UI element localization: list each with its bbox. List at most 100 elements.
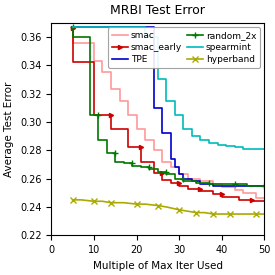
spearmint [233, 146, 236, 149]
smac [152, 139, 155, 142]
Line: smac: smac [73, 28, 264, 199]
smac_early [250, 198, 253, 202]
TPE [199, 183, 202, 186]
hyperband [229, 212, 232, 216]
spearmint [156, 35, 160, 39]
TPE [211, 183, 215, 186]
hyperband [194, 211, 198, 214]
smac_early [152, 160, 155, 163]
spearmint [199, 139, 202, 142]
smac [169, 166, 172, 169]
smac [186, 177, 189, 180]
hyperband [144, 202, 147, 206]
smac [211, 180, 215, 183]
smac_early [109, 113, 113, 117]
random_2x [173, 177, 177, 180]
smac_early [161, 178, 164, 182]
random_2x [139, 164, 142, 167]
hyperband [263, 212, 266, 216]
hyperband [135, 202, 138, 206]
TPE [161, 106, 164, 109]
random_2x [263, 184, 266, 187]
smac [135, 113, 138, 117]
smac [199, 180, 202, 183]
random_2x [173, 173, 177, 176]
spearmint [224, 144, 228, 148]
random_2x [194, 181, 198, 185]
TPE [152, 106, 155, 109]
hyperband [156, 204, 160, 207]
spearmint [224, 143, 228, 146]
spearmint [241, 146, 245, 149]
smac [152, 148, 155, 152]
spearmint [190, 127, 194, 131]
Y-axis label: Average Test Error: Average Test Error [4, 81, 15, 177]
TPE [233, 184, 236, 187]
TPE [173, 157, 177, 160]
TPE [71, 25, 74, 29]
random_2x [246, 184, 249, 187]
spearmint [144, 35, 147, 39]
TPE [161, 132, 164, 135]
Line: random_2x: random_2x [69, 24, 268, 189]
Line: hyperband: hyperband [70, 197, 267, 217]
smac_early [92, 113, 96, 117]
spearmint [233, 144, 236, 148]
smac_early [199, 187, 202, 190]
Title: MRBI Test Error: MRBI Test Error [111, 4, 205, 17]
TPE [233, 184, 236, 187]
TPE [177, 173, 181, 176]
spearmint [165, 78, 168, 81]
smac [118, 99, 121, 102]
smac [126, 113, 130, 117]
smac [101, 71, 104, 74]
smac [199, 177, 202, 180]
random_2x [207, 183, 211, 186]
random_2x [114, 160, 117, 163]
smac [135, 127, 138, 131]
smac_early [71, 61, 74, 64]
smac_early [177, 181, 181, 185]
random_2x [182, 180, 185, 183]
smac [263, 197, 266, 200]
hyperband [211, 212, 215, 216]
spearmint [71, 25, 74, 29]
random_2x [131, 164, 134, 167]
smac_early [161, 171, 164, 175]
smac_early [186, 184, 189, 187]
spearmint [165, 99, 168, 102]
smac [169, 160, 172, 163]
TPE [182, 173, 185, 176]
smac_early [126, 146, 130, 149]
Line: TPE: TPE [73, 27, 264, 186]
smac [233, 188, 236, 192]
hyperband [241, 212, 245, 216]
random_2x [156, 170, 160, 173]
hyperband [71, 198, 74, 202]
random_2x [194, 180, 198, 183]
spearmint [241, 147, 245, 150]
TPE [220, 184, 223, 187]
smac_early [71, 27, 74, 30]
TPE [263, 184, 266, 187]
random_2x [220, 183, 223, 186]
hyperband [79, 198, 83, 202]
smac [241, 191, 245, 194]
TPE [190, 177, 194, 180]
spearmint [173, 99, 177, 102]
random_2x [71, 25, 74, 29]
smac [109, 88, 113, 91]
hyperband [109, 201, 113, 204]
TPE [169, 157, 172, 160]
random_2x [182, 177, 185, 180]
random_2x [165, 170, 168, 173]
Line: spearmint: spearmint [73, 27, 264, 149]
spearmint [216, 143, 219, 146]
smac_early [152, 171, 155, 175]
TPE [173, 166, 177, 169]
smac [144, 127, 147, 131]
TPE [182, 177, 185, 180]
smac [233, 185, 236, 189]
hyperband [254, 212, 257, 216]
random_2x [220, 183, 223, 186]
